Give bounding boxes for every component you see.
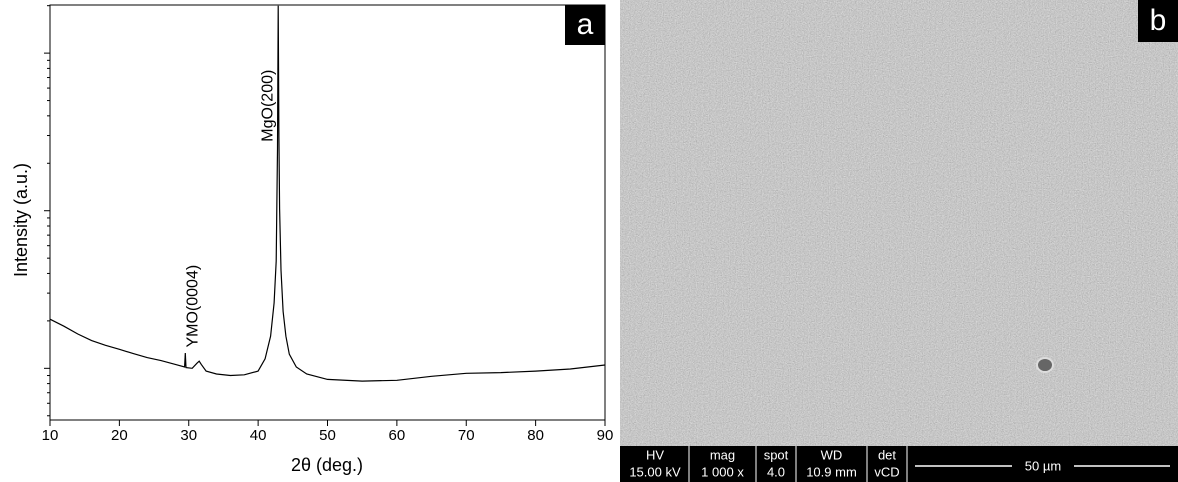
- peak-annotation: MgO(200): [259, 70, 276, 142]
- x-tick-label: 90: [597, 427, 614, 444]
- x-tick-label: 40: [250, 427, 267, 444]
- x-tick-label: 30: [180, 427, 197, 444]
- info-value: 4.0: [767, 464, 785, 479]
- info-header: HV: [646, 447, 664, 462]
- info-header: mag: [710, 447, 735, 462]
- peak-annotation: YMO(0004): [184, 265, 201, 348]
- panel-label-box: [1138, 0, 1178, 42]
- panel-label: b: [1150, 4, 1167, 37]
- sem-image: [620, 0, 1178, 446]
- info-header: spot: [764, 447, 789, 462]
- x-axis-label: 2θ (deg.): [291, 455, 363, 475]
- info-header: det: [878, 447, 896, 462]
- sem-particle: [1036, 357, 1054, 373]
- info-header: WD: [821, 447, 843, 462]
- x-tick-label: 60: [389, 427, 406, 444]
- info-value: 10.9 mm: [806, 464, 857, 479]
- x-tick-label: 70: [458, 427, 475, 444]
- info-value: 1 000 x: [701, 464, 744, 479]
- x-tick-label: 50: [319, 427, 336, 444]
- y-axis-label: Intensity (a.u.): [11, 163, 31, 277]
- x-tick-label: 20: [111, 427, 128, 444]
- panel-label: a: [577, 8, 594, 41]
- info-value: vCD: [874, 464, 899, 479]
- info-bar: [620, 446, 1178, 482]
- scale-bar-gap: [1012, 458, 1074, 474]
- plot-frame: [49, 4, 606, 421]
- x-tick-label: 10: [42, 427, 59, 444]
- panel-label-box: [565, 5, 605, 45]
- scale-bar-label: 50 µm: [1025, 458, 1061, 473]
- info-value: 15.00 kV: [629, 464, 681, 479]
- x-tick-label: 80: [527, 427, 544, 444]
- xrd-curve: [49, 5, 606, 382]
